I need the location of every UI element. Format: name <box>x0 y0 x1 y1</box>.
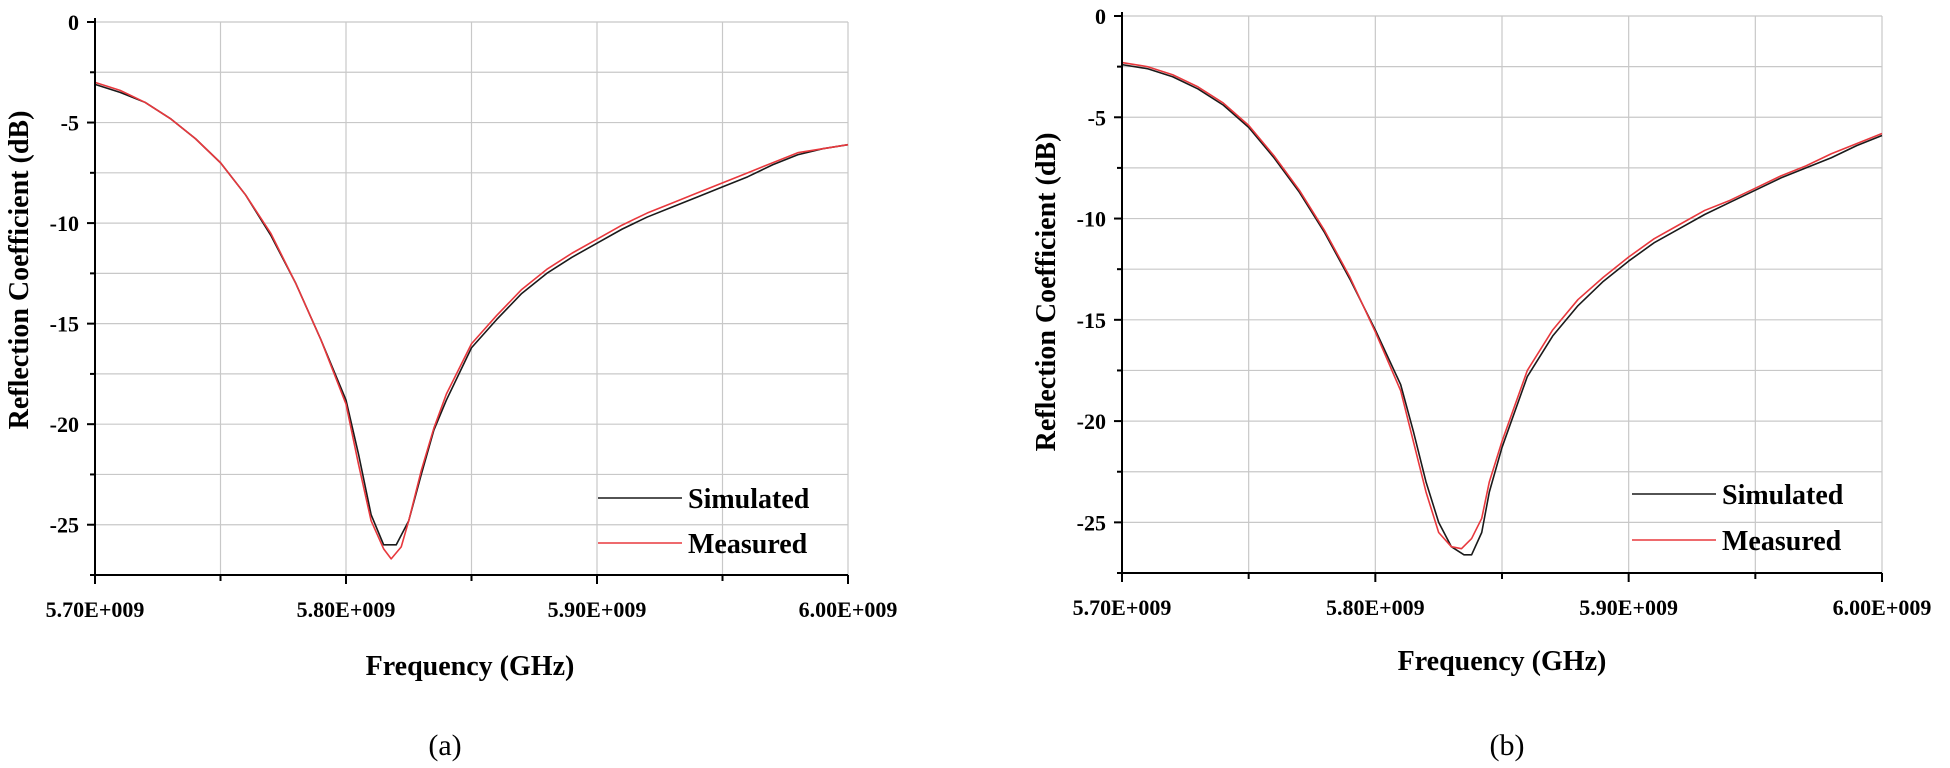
axes <box>1114 12 1883 582</box>
legend: Simulated Measured <box>598 484 810 560</box>
x-tick-label: 5.90E+009 <box>1579 595 1678 620</box>
x-axis-label: Frequency (GHz) <box>366 651 575 682</box>
series-line-measured <box>1121 61 1883 550</box>
x-tick-label: 5.80E+009 <box>1326 595 1425 620</box>
panel-label-a: (a) <box>428 729 461 762</box>
y-tick-label: -15 <box>50 312 79 337</box>
y-axis-label: Reflection Coefficient (dB) <box>1031 133 1062 452</box>
grid-lines <box>95 21 849 575</box>
axes <box>87 18 849 584</box>
y-tick-label: -10 <box>1077 207 1106 232</box>
tick-labels: 0 -5 -10 -15 -20 -25 5.70E+009 5.80E+009 5.90E+0… <box>1073 4 1932 620</box>
series-line-measured <box>94 81 849 560</box>
y-tick-label: -15 <box>1077 308 1106 333</box>
y-tick-label: 0 <box>1095 4 1106 29</box>
legend: Simulated Measured <box>1632 480 1844 557</box>
tick-labels: 0 -5 -10 -15 -20 -25 5.70E+009 5.80E+009 5.90E+0… <box>46 10 898 622</box>
series-line-simulated <box>1121 63 1883 556</box>
series-layer <box>1121 61 1883 556</box>
series-layer <box>94 81 849 560</box>
grid-lines <box>1122 15 1883 573</box>
chart-panel-b: 0 -5 -10 -15 -20 -25 5.70E+009 5.80E+009 5.90E+0… <box>1031 4 1931 762</box>
y-axis-label: Reflection Coefficient (dB) <box>4 111 35 430</box>
legend-label-simulated: Simulated <box>688 484 810 515</box>
x-tick-label: 5.70E+009 <box>1073 595 1172 620</box>
x-tick-label: 6.00E+009 <box>1833 595 1932 620</box>
panel-label-b: (b) <box>1490 729 1525 762</box>
y-tick-label: -25 <box>1077 510 1106 535</box>
x-axis-label: Frequency (GHz) <box>1398 646 1607 677</box>
legend-label-simulated: Simulated <box>1722 480 1844 511</box>
x-tick-label: 6.00E+009 <box>799 597 898 622</box>
y-tick-label: 0 <box>68 10 79 35</box>
y-tick-label: -10 <box>50 211 79 236</box>
x-tick-label: 5.90E+009 <box>548 597 647 622</box>
y-tick-label: -5 <box>1088 105 1106 130</box>
y-tick-label: -20 <box>1077 409 1106 434</box>
chart-panel-a: 0 -5 -10 -15 -20 -25 5.70E+009 5.80E+009 5.90E+0… <box>4 10 897 762</box>
y-tick-label: -25 <box>50 513 79 538</box>
x-tick-label: 5.70E+009 <box>46 597 145 622</box>
legend-label-measured: Measured <box>688 529 808 560</box>
y-tick-label: -20 <box>50 412 79 437</box>
x-tick-label: 5.80E+009 <box>297 597 396 622</box>
y-tick-label: -5 <box>61 111 79 136</box>
legend-label-measured: Measured <box>1722 526 1842 557</box>
